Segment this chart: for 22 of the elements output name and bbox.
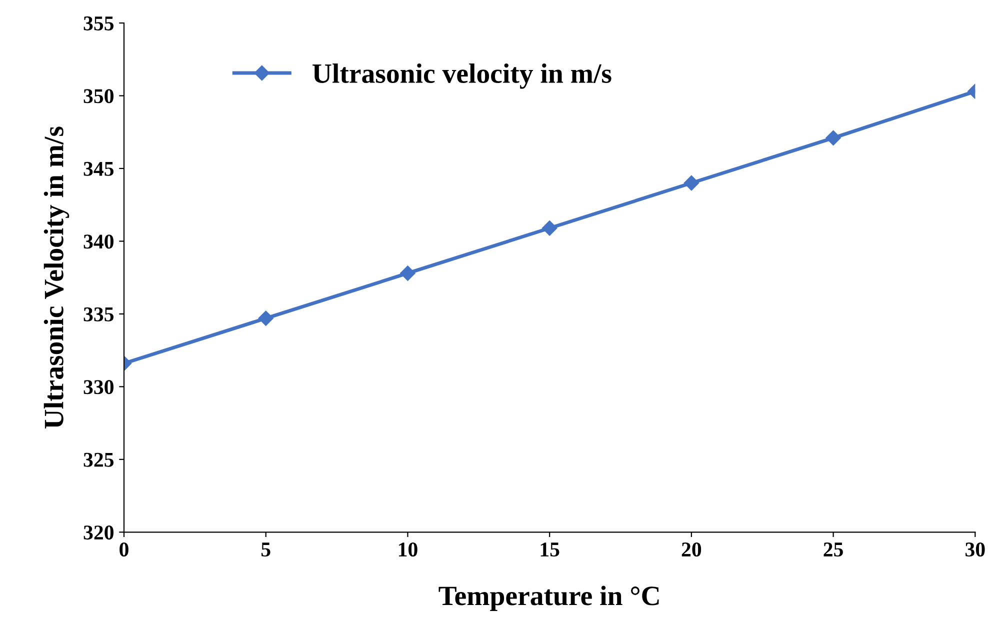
x-tick-label: 20 (682, 542, 702, 557)
y-tick-label: 320 (84, 526, 114, 540)
x-tick-label: 0 (120, 542, 128, 557)
x-tick-label: 15 (540, 542, 560, 557)
point (400, 266, 416, 281)
x-tick-label: 5 (261, 542, 270, 557)
y-tick-label: 350 (84, 89, 114, 104)
point (826, 130, 841, 146)
y-tick-label: 325 (84, 452, 114, 467)
x-axis-title: Temperature in °C (438, 586, 659, 611)
y-tick-label: 330 (84, 380, 114, 394)
point (684, 175, 700, 191)
x-tick-label: 25 (824, 542, 843, 557)
legend-label: Ultrasonic velocity in m/s (312, 63, 612, 89)
y-tick-label: 335 (84, 307, 114, 322)
x-tick-label: 10 (398, 542, 418, 557)
x-tick-label: 30 (966, 542, 985, 557)
point (542, 220, 558, 236)
y-tick-label: 355 (84, 16, 114, 30)
y-tick-label: 345 (84, 162, 114, 176)
y-tick-label: 340 (84, 234, 114, 249)
y-axis-title: Ultrasonic Velocity in m/s (44, 126, 70, 429)
